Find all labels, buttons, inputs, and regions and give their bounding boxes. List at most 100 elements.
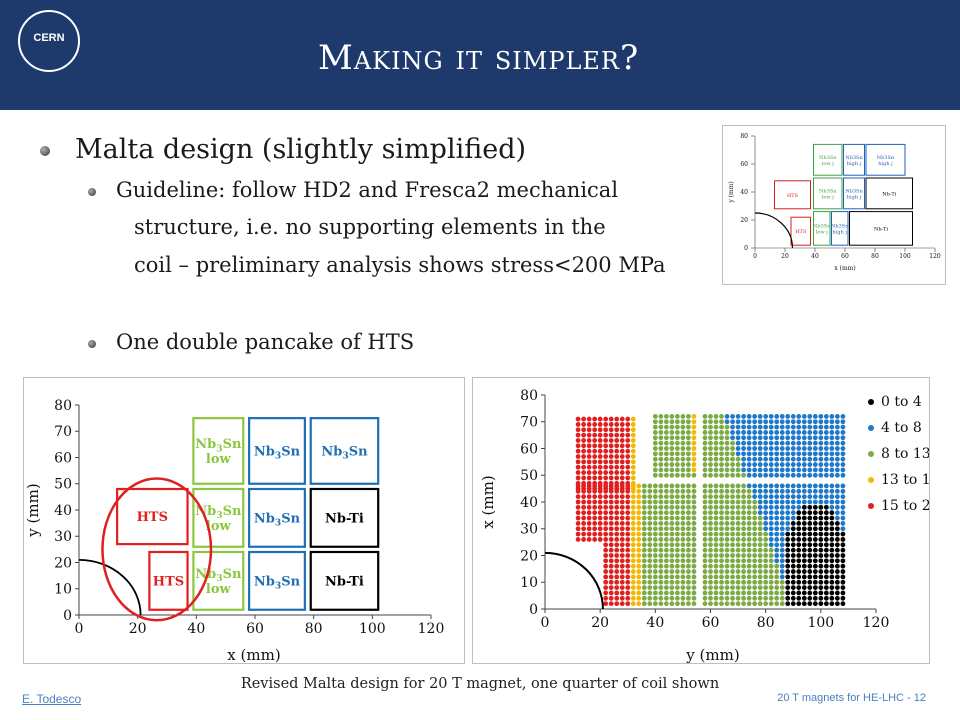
field-point	[658, 537, 664, 542]
field-point	[597, 499, 603, 505]
field-point	[757, 430, 763, 435]
field-point	[586, 448, 592, 454]
block-label: Nb3Sn	[254, 574, 301, 591]
field-point	[785, 569, 791, 574]
field-point	[669, 488, 675, 494]
field-point	[812, 521, 818, 526]
field-point	[779, 414, 785, 419]
field-point	[724, 542, 730, 548]
field-point	[630, 569, 636, 574]
field-point	[614, 494, 620, 500]
field-point	[625, 601, 631, 607]
field-point	[840, 446, 846, 451]
legend-marker	[868, 503, 874, 509]
field-point	[658, 472, 664, 478]
field-point	[713, 531, 719, 537]
field-point	[823, 462, 829, 467]
field-point	[630, 585, 636, 590]
field-point	[647, 499, 653, 505]
field-point	[581, 526, 587, 532]
block-label: HTS	[795, 229, 807, 235]
field-point	[741, 483, 746, 489]
field-point	[801, 531, 807, 537]
field-point	[614, 443, 620, 449]
field-point	[630, 547, 636, 553]
field-point	[691, 467, 697, 473]
field-point	[592, 422, 598, 427]
field-point	[790, 440, 796, 446]
field-point	[834, 424, 840, 430]
field-point	[823, 456, 829, 462]
field-point	[708, 542, 713, 548]
field-point	[768, 494, 774, 500]
field-point	[675, 579, 680, 585]
field-point	[581, 432, 587, 438]
field-point	[592, 504, 598, 510]
field-point	[713, 521, 719, 526]
field-point	[680, 488, 686, 494]
field-point	[763, 462, 769, 467]
field-point	[779, 419, 785, 425]
field-point	[763, 569, 769, 574]
field-point	[746, 526, 752, 532]
field-point	[614, 448, 620, 454]
field-point	[829, 435, 835, 441]
x-axis-label: x (mm)	[227, 646, 280, 663]
legend-label: 13 to 15	[881, 472, 929, 488]
field-point	[724, 446, 730, 451]
field-point	[724, 499, 730, 505]
field-point	[641, 558, 647, 564]
field-point	[768, 515, 774, 521]
field-point	[663, 542, 669, 548]
field-point	[790, 462, 796, 467]
field-point	[724, 531, 730, 537]
field-point	[663, 504, 669, 510]
field-point	[663, 499, 669, 505]
field-point	[603, 464, 609, 470]
field-point	[691, 553, 697, 558]
field-point	[630, 526, 636, 532]
field-point	[636, 601, 642, 607]
field-point	[829, 430, 835, 435]
field-point	[636, 563, 642, 569]
field-point	[774, 504, 780, 510]
field-point	[763, 574, 769, 580]
field-point	[840, 499, 846, 505]
field-point	[724, 585, 730, 590]
field-point	[829, 558, 835, 564]
field-point	[708, 424, 713, 430]
field-point	[785, 494, 791, 500]
field-point	[680, 531, 686, 537]
field-point	[641, 521, 647, 526]
field-point	[730, 435, 735, 441]
field-point	[708, 419, 713, 425]
field-point	[812, 467, 818, 473]
field-point	[829, 585, 835, 590]
field-point	[608, 595, 614, 601]
field-point	[708, 462, 713, 467]
field-point	[663, 440, 669, 446]
field-point	[614, 521, 620, 526]
field-point	[702, 499, 708, 505]
field-point	[757, 537, 763, 542]
field-point	[779, 595, 785, 601]
author-link[interactable]: E. Todesco	[22, 692, 82, 706]
block-label: low j	[822, 161, 834, 167]
field-point	[603, 574, 609, 580]
y-tick-label: 80	[740, 133, 748, 140]
field-point	[768, 569, 774, 574]
field-point	[796, 601, 802, 607]
field-point	[597, 488, 603, 494]
field-point	[586, 488, 592, 494]
field-point	[625, 494, 631, 500]
field-point	[619, 464, 625, 470]
field-point	[774, 547, 780, 553]
field-point	[592, 454, 598, 459]
field-point	[625, 521, 631, 526]
field-point	[708, 435, 713, 441]
field-point	[796, 488, 802, 494]
field-point	[774, 569, 780, 574]
field-point	[719, 547, 724, 553]
field-point	[719, 472, 724, 478]
field-point	[763, 553, 769, 558]
